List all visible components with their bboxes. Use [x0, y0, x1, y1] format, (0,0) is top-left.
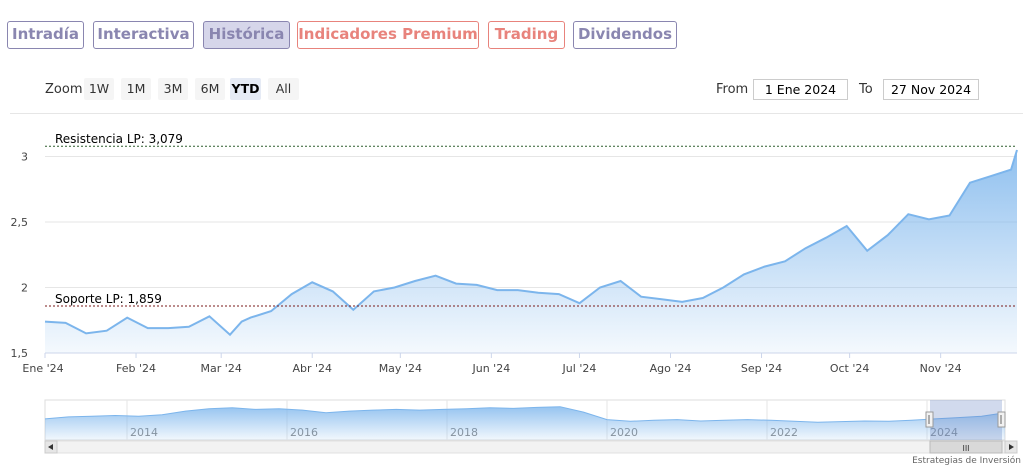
navigator-line [44, 406, 1006, 423]
x-tick-label: Feb '24 [116, 362, 156, 375]
tab-trading[interactable]: Trading [488, 21, 565, 49]
x-tick-label: Abr '24 [292, 362, 332, 375]
header-divider [10, 113, 1023, 114]
tab-interactiva[interactable]: Interactiva [93, 21, 194, 49]
price-area-fill [45, 150, 1017, 353]
tab-indicadores-premium[interactable]: Indicadores Premium [297, 21, 479, 49]
to-date-input[interactable]: 27 Nov 2024 [883, 79, 979, 100]
zoom-1w-button[interactable]: 1W [84, 78, 114, 100]
zoom-6m-button[interactable]: 6M [195, 78, 225, 100]
scrollbar-grip-icon: III [962, 444, 969, 453]
from-date-input[interactable]: 1 Ene 2024 [753, 79, 848, 100]
tab-dividendos[interactable]: Dividendos [573, 21, 677, 49]
scroll-right-arrow-icon [1009, 444, 1014, 450]
resistance-label: Resistencia LP: 3,079 [55, 132, 183, 146]
y-tick-label: 2,5 [11, 216, 29, 229]
x-tick-label: Jul '24 [562, 362, 597, 375]
x-tick-label: Nov '24 [920, 362, 962, 375]
x-tick-label: Ago '24 [650, 362, 692, 375]
x-tick-label: Ene '24 [22, 362, 63, 375]
support-label: Soporte LP: 1,859 [55, 292, 162, 306]
zoom-all-button[interactable]: All [268, 78, 299, 100]
scrollbar[interactable]: III [44, 440, 1018, 454]
x-tick-label: May '24 [379, 362, 422, 375]
x-tick-label: Oct '24 [830, 362, 870, 375]
x-tick-label: Jun '24 [471, 362, 510, 375]
price-series-line [44, 149, 1018, 337]
zoom-ytd-button[interactable]: YTD [230, 78, 261, 100]
y-tick-label: 2 [21, 282, 28, 295]
navigator[interactable]: 201420162018202020222024 [44, 399, 1006, 441]
zoom-3m-button[interactable]: 3M [158, 78, 188, 100]
tab-historica[interactable]: Histórica [203, 21, 290, 49]
x-tick-label: Sep '24 [741, 362, 782, 375]
to-label: To [859, 82, 873, 97]
zoom-1m-button[interactable]: 1M [121, 78, 151, 100]
navigator-selection[interactable] [930, 400, 1002, 440]
zoom-label: Zoom [45, 82, 83, 97]
x-tick-label: Mar '24 [201, 362, 242, 375]
chart-credit: Estrategias de Inversión [912, 456, 1021, 466]
scrollbar-thumb[interactable] [929, 440, 1003, 454]
navigator-area [45, 406, 1005, 440]
scroll-left-arrow-icon [48, 444, 53, 450]
y-tick-label: 1,5 [11, 347, 29, 360]
chart-type-tabs: Intradía Interactiva Histórica Indicador… [0, 0, 1033, 60]
from-label: From [716, 82, 749, 97]
y-tick-label: 3 [21, 151, 28, 164]
tab-intradia[interactable]: Intradía [7, 21, 84, 49]
